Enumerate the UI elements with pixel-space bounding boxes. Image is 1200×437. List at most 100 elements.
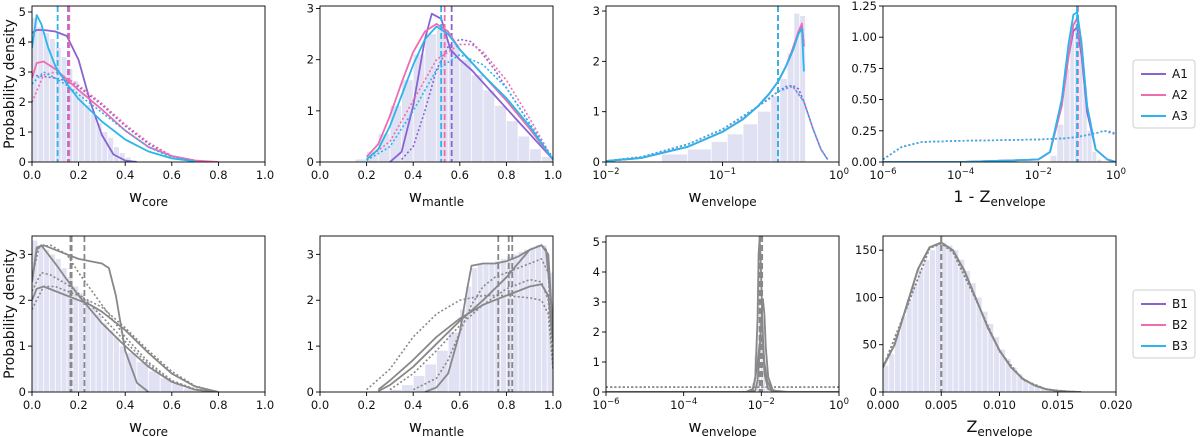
x-tick-label: 0.0 [23, 398, 41, 412]
histogram-bar [195, 390, 207, 392]
y-tick-label: 0 [307, 155, 314, 169]
y-tick-label: 0 [870, 385, 877, 399]
histogram-bar [401, 80, 413, 162]
histogram-bar [1005, 358, 1011, 392]
ylabel-bottom: Probability density [2, 249, 18, 379]
histogram-bar [61, 268, 67, 392]
histogram-bar [148, 371, 160, 392]
histogram-bar [108, 330, 114, 392]
histogram-bar [390, 389, 402, 392]
legend-label: A3 [1172, 109, 1188, 123]
histogram-bar [900, 316, 906, 392]
panel-a-2: 10−2 10−1 100 0 1 2 3 wenvelope [592, 4, 849, 209]
histogram-bar [96, 314, 102, 392]
histogram-bar [895, 333, 901, 392]
x-tick-label: 1.0 [256, 398, 274, 412]
legend-label: A2 [1172, 88, 1188, 102]
histogram-bar [73, 286, 79, 392]
series-b3-solid-line [606, 337, 839, 392]
x-tick-label: 1.0 [544, 168, 562, 182]
x-tick-label: 0.0 [23, 168, 41, 182]
histogram-bar [49, 39, 55, 162]
histogram-bar [1097, 159, 1102, 162]
series-a3-solid-line [883, 11, 1116, 162]
x-tick-label: 0.020 [1100, 398, 1133, 412]
y-tick-label: 0.75 [851, 61, 877, 75]
x-tick-label: 10−4 [947, 167, 974, 182]
histogram-bar [44, 249, 50, 392]
x-tick-label: 0.010 [983, 398, 1016, 412]
x-tick-label: 0.2 [357, 398, 375, 412]
histogram-bar [661, 154, 688, 162]
histogram-bar [38, 27, 44, 162]
histogram-bar [930, 250, 936, 392]
legend-label: B2 [1172, 318, 1188, 332]
y-tick-label: 0.00 [851, 155, 877, 169]
panel-b-3: 0.000 0.005 0.010 0.015 0.020 0 50 100 150 Zenvel… [855, 235, 1133, 437]
histogram-bar [953, 250, 959, 392]
histogram-bar [137, 362, 149, 392]
y-tick-label: 0.25 [851, 124, 877, 138]
histogram-bar [1040, 388, 1046, 392]
histogram-bar [988, 323, 994, 392]
histogram-bar [367, 151, 378, 162]
y-tick-label: 1 [593, 355, 600, 369]
histogram-bar [947, 245, 953, 392]
histogram-bar [1083, 87, 1087, 162]
histogram-bar [787, 53, 794, 162]
histogram-bar [413, 375, 425, 392]
histogram-bar [183, 388, 195, 392]
axes-frame [605, 235, 840, 393]
histogram-bar [794, 13, 800, 162]
histogram-bar [982, 311, 988, 392]
histogram-bar [506, 121, 518, 162]
histogram-bar [1011, 367, 1017, 392]
x-tick-label: 0.8 [209, 398, 227, 412]
series-b3-dotted-line [883, 242, 1082, 392]
x-tick-label: 0.6 [163, 398, 181, 412]
histogram-bar [757, 111, 771, 162]
x-tick-label: 10−6 [592, 397, 619, 412]
histogram-bar [970, 283, 976, 392]
y-tick-label: 1 [307, 104, 314, 118]
histogram-bar [518, 252, 524, 392]
panel-a-3: 10−6 10−4 10−2 100 0.00 0.25 0.50 0.75 1.00 1.25 1… [851, 0, 1126, 209]
histogram-bar [1087, 130, 1092, 162]
histogram-bar [119, 153, 125, 162]
legend-label: B1 [1172, 297, 1188, 311]
legends: A1 A2 A3 B1 B2 B3 [1132, 59, 1196, 359]
histogram-bar [999, 349, 1005, 392]
histogram-bar [727, 134, 743, 162]
histogram-bar [1017, 374, 1023, 392]
y-tick-label: 3 [19, 247, 26, 261]
y-tick-label: 2 [593, 54, 600, 68]
histogram-bar [79, 93, 85, 162]
histogram-bar [477, 263, 483, 392]
histogram-bar [44, 33, 50, 162]
histogram-bar [1029, 383, 1035, 392]
y-tick-label: 3 [307, 247, 314, 261]
x-tick-label: 0.8 [497, 398, 515, 412]
histogram-bar [918, 269, 924, 392]
histogram-bar [448, 44, 460, 162]
histogram-bar [524, 249, 530, 392]
x-tick-label: 0.8 [209, 168, 227, 182]
panel-b-0: 0.0 0.2 0.4 0.6 0.8 1.0 0 1 2 3 wcore [19, 235, 274, 437]
x-tick-label: 0.0 [311, 398, 329, 412]
histogram-bar [79, 293, 85, 392]
histogram-bar [889, 354, 895, 392]
histogram-bar [378, 133, 390, 162]
histogram-bar [512, 254, 518, 392]
histogram-bar [119, 346, 125, 392]
histogram-bar [448, 332, 460, 392]
x-tick-label: 10−2 [748, 397, 775, 412]
x-tick-label: 0.000 [867, 398, 900, 412]
series-b1-solid-line [32, 244, 150, 392]
y-tick-label: 2 [19, 95, 26, 109]
histogram-bar [883, 365, 889, 392]
histogram-bar [113, 336, 119, 392]
histogram-bar [125, 353, 137, 392]
histogram-bar [401, 385, 413, 392]
x-tick-label: 10−1 [709, 167, 736, 182]
legend-top: A1 A2 A3 [1132, 59, 1196, 129]
